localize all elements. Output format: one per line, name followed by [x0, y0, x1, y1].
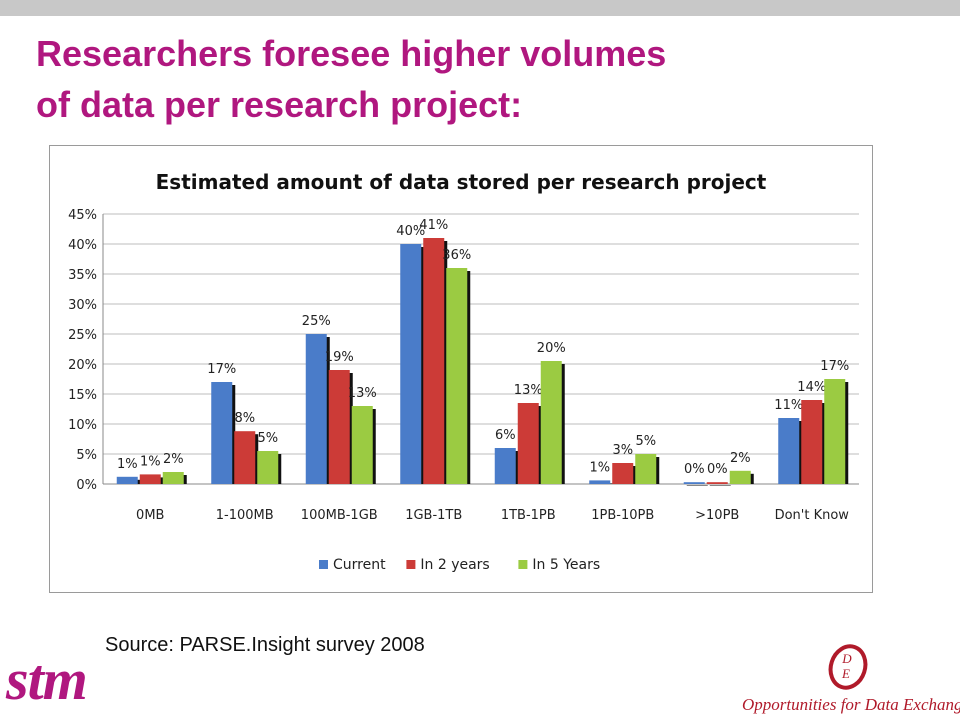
x-tick-label: 1-100MB — [216, 508, 274, 523]
y-tick-label: 15% — [68, 388, 97, 403]
legend-swatch — [406, 560, 416, 569]
source-note: Source: PARSE.Insight survey 2008 — [105, 634, 425, 656]
x-tick-label: 1GB-1TB — [405, 508, 462, 523]
slide-title: Researchers foresee higher volumes of da… — [36, 28, 916, 130]
x-tick-label: 0MB — [136, 508, 164, 523]
bar-in-5-years — [540, 361, 562, 484]
data-label: 40% — [396, 224, 425, 239]
bar-in-2-years — [423, 238, 445, 484]
legend-label: Current — [333, 557, 386, 573]
slide-title-line-1: Researchers foresee higher volumes — [36, 33, 667, 74]
x-tick-label: 100MB-1GB — [301, 508, 378, 523]
data-label: 41% — [419, 218, 448, 233]
data-label: 13% — [514, 383, 543, 398]
data-label: 0% — [707, 462, 728, 477]
y-tick-label: 10% — [68, 418, 97, 433]
data-label: 8% — [234, 411, 255, 426]
bar-in-5-years — [635, 454, 657, 484]
data-label: 17% — [207, 362, 236, 377]
data-label: 1% — [140, 454, 161, 469]
y-tick-label: 0% — [76, 478, 97, 493]
bar-in-2-years — [517, 403, 539, 484]
bar-shadow — [686, 485, 708, 486]
data-label: 14% — [797, 380, 826, 395]
data-label: 11% — [774, 398, 803, 413]
y-tick-label: 35% — [68, 268, 97, 283]
stm-logo: stm — [6, 647, 88, 712]
data-label: 5% — [257, 431, 278, 446]
bar-in-2-years — [234, 431, 256, 484]
bar-chart: Estimated amount of data stored per rese… — [68, 170, 859, 573]
bar-in-5-years — [351, 406, 373, 484]
bar-current — [116, 476, 138, 484]
ode-tagline: Opportunities for Data Exchange — [742, 695, 960, 714]
x-tick-label: Don't Know — [775, 508, 850, 523]
x-tick-label: >10PB — [695, 508, 739, 523]
data-label: 1% — [117, 457, 138, 472]
bar-current — [400, 244, 422, 484]
top-bar — [0, 0, 960, 16]
bar-in-2-years — [801, 400, 823, 484]
bar-current — [589, 480, 611, 484]
data-label: 1% — [589, 460, 610, 475]
bar-in-5-years — [257, 451, 279, 484]
legend-swatch — [319, 560, 328, 569]
slide-title-line-2: of data per research project: — [36, 84, 523, 125]
chart-title: Estimated amount of data stored per rese… — [156, 170, 767, 194]
data-label: 36% — [442, 248, 471, 263]
bar-in-5-years — [162, 472, 184, 484]
legend-swatch — [518, 560, 528, 569]
data-label: 19% — [325, 350, 354, 365]
legend-label: In 5 Years — [532, 557, 600, 573]
data-label: 3% — [612, 443, 633, 458]
ode-emblem-icon: D E — [828, 644, 868, 690]
bar-in-2-years — [139, 474, 161, 484]
data-label: 2% — [730, 451, 751, 466]
y-tick-label: 25% — [68, 328, 97, 343]
bar-in-5-years — [446, 268, 468, 484]
bar-shadow — [709, 485, 731, 486]
data-label: 5% — [635, 434, 656, 449]
data-label: 17% — [820, 359, 849, 374]
svg-text:D: D — [841, 651, 852, 666]
y-tick-label: 45% — [68, 208, 97, 223]
bar-current — [683, 482, 705, 484]
y-tick-label: 5% — [76, 448, 97, 463]
bar-in-5-years — [729, 470, 751, 484]
bar-in-2-years — [612, 463, 634, 484]
y-tick-label: 30% — [68, 298, 97, 313]
data-label: 6% — [495, 428, 516, 443]
legend-label: In 2 years — [420, 557, 489, 573]
bar-current — [211, 382, 233, 484]
data-label: 20% — [537, 341, 566, 356]
data-label: 13% — [348, 386, 377, 401]
bar-in-2-years — [706, 482, 728, 484]
y-tick-label: 20% — [68, 358, 97, 373]
data-label: 25% — [302, 314, 331, 329]
bar-current — [305, 334, 327, 484]
x-tick-label: 1TB-1PB — [501, 508, 556, 523]
svg-text:E: E — [841, 666, 850, 681]
bar-current — [494, 448, 516, 484]
y-tick-label: 40% — [68, 238, 97, 253]
bar-in-5-years — [824, 379, 846, 484]
x-tick-label: 1PB-10PB — [591, 508, 654, 523]
bar-current — [778, 418, 800, 484]
bar-in-2-years — [328, 370, 350, 484]
data-label: 0% — [684, 462, 705, 477]
data-label: 2% — [163, 452, 184, 467]
